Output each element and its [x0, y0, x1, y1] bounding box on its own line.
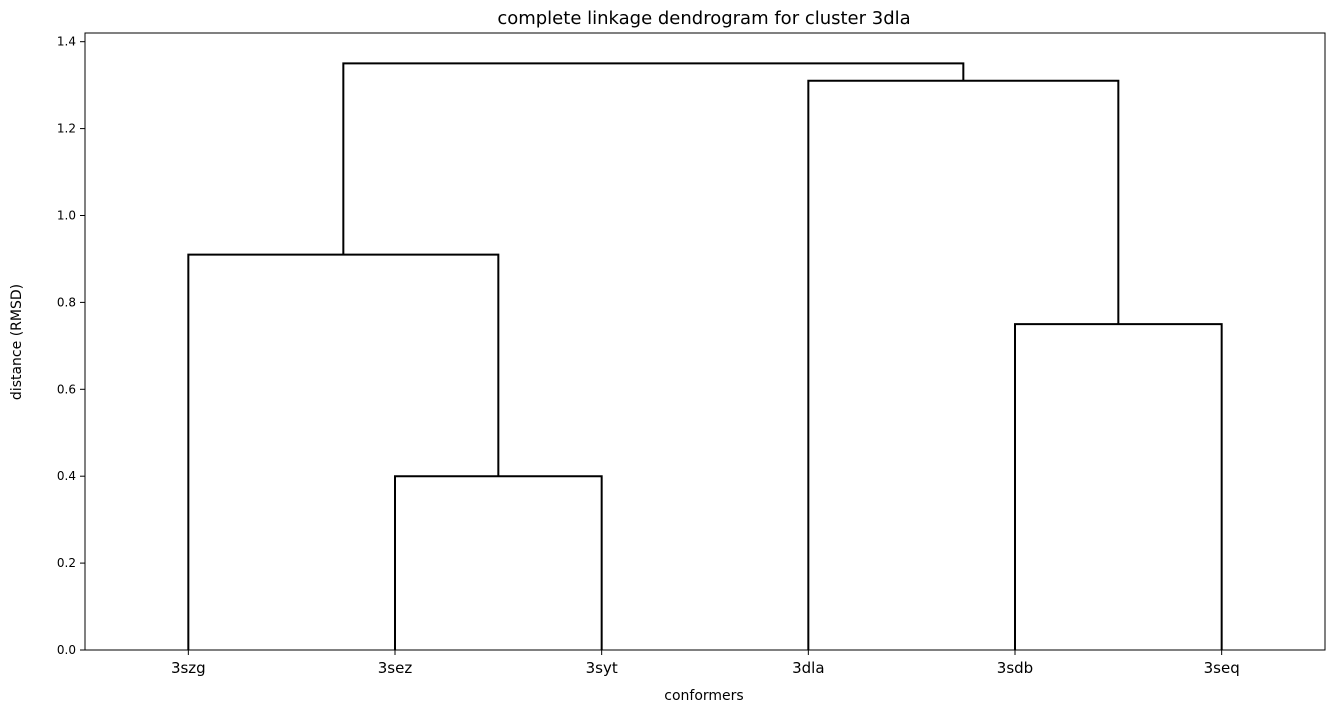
leaf-label-3szg: 3szg: [171, 659, 206, 677]
leaf-label-3seq: 3seq: [1204, 659, 1240, 677]
y-axis-label: distance (RMSD): [9, 284, 25, 400]
dendrogram-link-2: [1014, 323, 1223, 650]
y-tick-label: 0.0: [57, 643, 76, 657]
leaf-label-3sez: 3sez: [378, 659, 413, 677]
y-tick-label: 0.8: [57, 295, 76, 309]
dendrogram-link-3: [187, 253, 500, 650]
y-tick-label: 1.0: [57, 208, 76, 222]
dendrogram-link-5: [342, 62, 965, 255]
plot-frame: [84, 32, 1326, 651]
x-axis-label: conformers: [664, 688, 743, 704]
y-tick-label: 0.2: [57, 556, 76, 570]
y-tick-label: 1.4: [57, 35, 76, 49]
dendrogram-link-4: [807, 79, 1120, 650]
leaf-label-3sdb: 3sdb: [997, 659, 1033, 677]
x-axis-ticks: 3szg 3sez 3syt 3dla 3sdb 3seq: [171, 650, 1240, 677]
leaf-label-3dla: 3dla: [792, 659, 824, 677]
y-tick-label: 0.6: [57, 382, 76, 396]
dendrogram-links: [187, 62, 1223, 650]
y-tick-label: 1.2: [57, 122, 76, 136]
y-tick-label: 0.4: [57, 469, 76, 483]
chart-title: complete linkage dendrogram for cluster …: [497, 8, 910, 29]
y-axis-ticks: 0.0 0.2 0.4 0.6 0.8 1.0 1.2 1.4: [57, 35, 85, 657]
leaf-label-3syt: 3syt: [586, 659, 618, 677]
